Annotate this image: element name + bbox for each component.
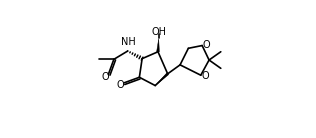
Text: O: O [117,80,124,90]
Text: O: O [203,40,210,50]
Text: OH: OH [152,27,167,37]
Text: O: O [101,72,109,82]
Text: O: O [201,71,209,81]
Polygon shape [155,73,168,86]
Polygon shape [157,39,159,52]
Text: NH: NH [121,37,136,47]
